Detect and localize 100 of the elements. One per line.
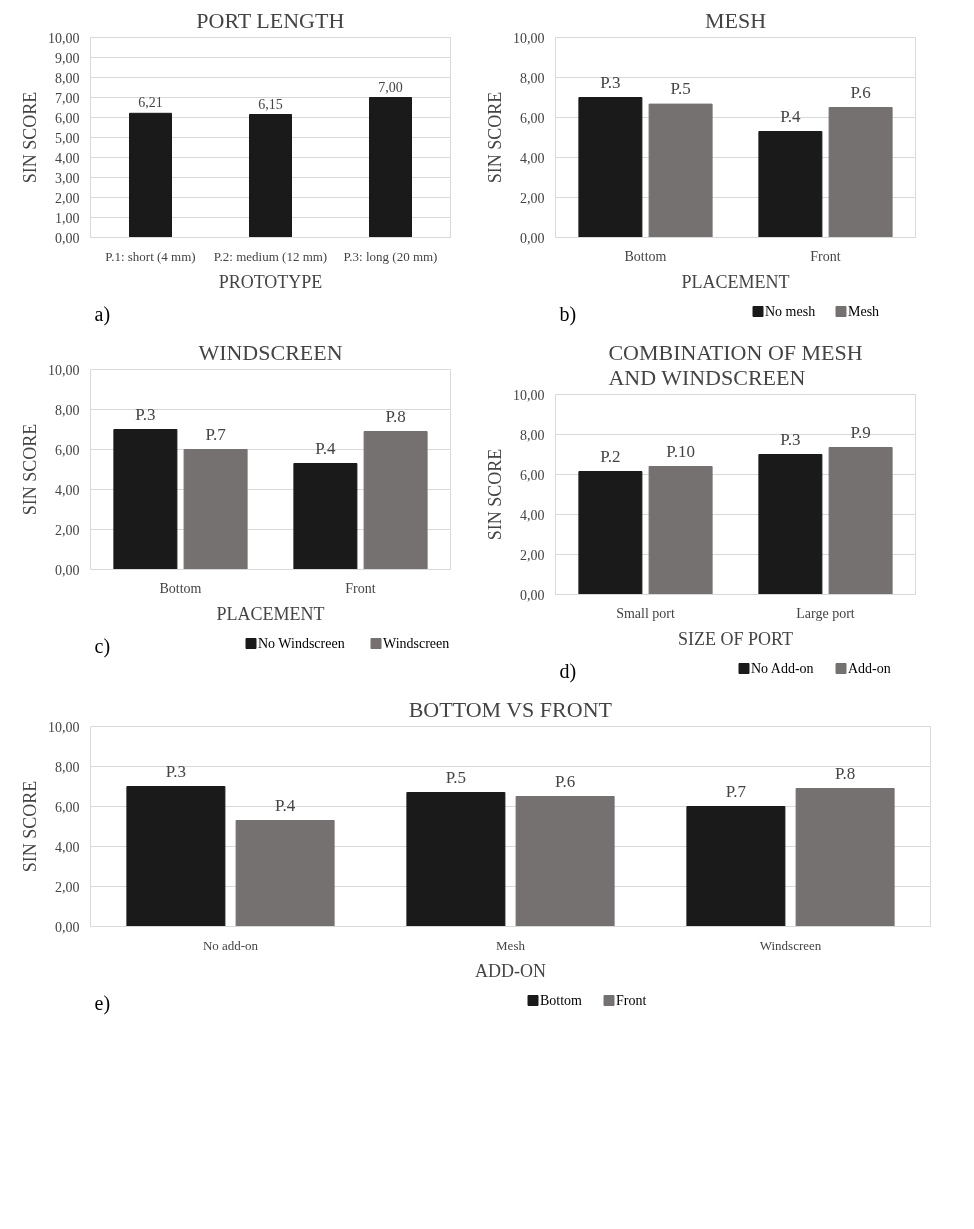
y-tick-label: 9,00 [55, 50, 80, 66]
legend-label: No Windscreen [258, 636, 345, 651]
x-axis-title: SIZE OF PORT [678, 628, 793, 649]
y-tick-label: 0,00 [520, 230, 545, 246]
bar [648, 103, 713, 238]
data-label: P.8 [834, 763, 856, 783]
bar [648, 466, 713, 595]
y-axis-title: SIN SCORE [20, 423, 40, 516]
bar [686, 806, 786, 927]
chart-title: MESH [704, 7, 767, 33]
data-label: P.7 [725, 781, 747, 801]
bar [293, 463, 358, 570]
y-tick-label: 0,00 [55, 919, 80, 935]
y-tick-label: 4,00 [520, 507, 545, 523]
data-label: P.6 [554, 771, 576, 791]
data-label: P.3 [600, 72, 621, 92]
chart-title: COMBINATION OF MESH AND WINDSCREEN [608, 339, 863, 390]
bar [249, 114, 292, 238]
data-label: 6,21 [138, 95, 163, 111]
bar [828, 447, 893, 595]
data-label: P.3 [165, 761, 187, 781]
chart-title: PORT LENGTH [196, 7, 345, 33]
legend-label: No Add-on [751, 661, 814, 676]
legend-label: Mesh [848, 304, 880, 319]
x-axis-title: PROTOTYPE [218, 271, 323, 292]
data-label: P.4 [315, 438, 337, 458]
bar [758, 131, 823, 238]
y-tick-label: 6,00 [55, 110, 80, 126]
y-tick-label: 6,00 [520, 110, 545, 126]
data-label: P.7 [205, 424, 227, 444]
y-tick-label: 2,00 [55, 190, 80, 206]
x-tick-label: P.3: long (20 mm) [343, 248, 438, 264]
data-label: P.5 [670, 79, 691, 99]
bar [828, 107, 893, 238]
y-tick-label: 8,00 [520, 427, 545, 443]
y-tick-label: 4,00 [520, 150, 545, 166]
y-tick-label: 4,00 [55, 150, 80, 166]
y-tick-label: 4,00 [55, 839, 80, 855]
y-tick-label: 10,00 [48, 719, 80, 735]
data-label: 7,00 [378, 79, 403, 95]
y-axis-title: SIN SCORE [20, 91, 40, 184]
x-axis-title: PLACEMENT [216, 603, 325, 624]
x-tick-label: Bottom [624, 248, 667, 264]
bar [183, 449, 248, 570]
y-tick-label: 4,00 [55, 482, 80, 498]
data-label: P.3 [135, 404, 156, 424]
bar [578, 471, 643, 595]
legend-label: Front [616, 993, 647, 1008]
y-tick-label: 8,00 [55, 70, 80, 86]
data-label: P.5 [445, 767, 467, 787]
y-tick-label: 2,00 [520, 190, 545, 206]
y-tick-label: 5,00 [55, 130, 80, 146]
data-label: P.6 [850, 82, 871, 102]
y-axis-title: SIN SCORE [485, 91, 505, 184]
x-tick-label: Windscreen [759, 937, 822, 953]
y-tick-label: 1,00 [55, 210, 80, 226]
legend-label: No mesh [765, 304, 816, 319]
data-label: P.10 [666, 441, 696, 461]
x-tick-label: Front [810, 248, 841, 264]
y-tick-label: 10,00 [48, 362, 80, 378]
y-tick-label: 10,00 [513, 30, 545, 46]
y-tick-label: 2,00 [55, 879, 80, 895]
y-tick-label: 6,00 [520, 467, 545, 483]
x-tick-label: Mesh [496, 937, 526, 953]
y-tick-label: 3,00 [55, 170, 80, 186]
y-tick-label: 8,00 [55, 402, 80, 418]
data-label: P.2 [600, 446, 621, 466]
legend-label: Bottom [540, 993, 583, 1008]
bar [406, 792, 506, 927]
x-tick-label: Large port [796, 605, 855, 621]
text: a) [94, 302, 111, 326]
text: b) [559, 302, 577, 326]
y-tick-label: 2,00 [55, 522, 80, 538]
y-axis-title: SIN SCORE [20, 780, 40, 873]
chart-title: WINDSCREEN [198, 339, 343, 365]
y-tick-label: 7,00 [55, 90, 80, 106]
bar [758, 454, 823, 595]
y-tick-label: 6,00 [55, 442, 80, 458]
y-tick-label: 10,00 [513, 387, 545, 403]
x-axis-title: PLACEMENT [681, 271, 790, 292]
data-label: P.9 [850, 422, 871, 442]
y-tick-label: 0,00 [55, 562, 80, 578]
bar [129, 112, 172, 238]
bar [235, 820, 335, 927]
bar [515, 796, 615, 927]
chart-title: BOTTOM VS FRONT [408, 696, 613, 722]
y-tick-label: 0,00 [520, 587, 545, 603]
bar [126, 786, 226, 927]
y-tick-label: 6,00 [55, 799, 80, 815]
data-label: P.8 [385, 406, 406, 426]
bar [578, 97, 643, 238]
x-tick-label: No add-on [202, 937, 259, 953]
y-tick-label: 8,00 [520, 70, 545, 86]
data-label: P.3 [780, 429, 801, 449]
x-tick-label: P.1: short (4 mm) [105, 248, 196, 264]
text: c) [94, 634, 111, 658]
y-tick-label: 2,00 [520, 547, 545, 563]
data-label: P.4 [780, 106, 802, 126]
x-tick-label: Small port [616, 605, 675, 621]
y-tick-label: 8,00 [55, 759, 80, 775]
